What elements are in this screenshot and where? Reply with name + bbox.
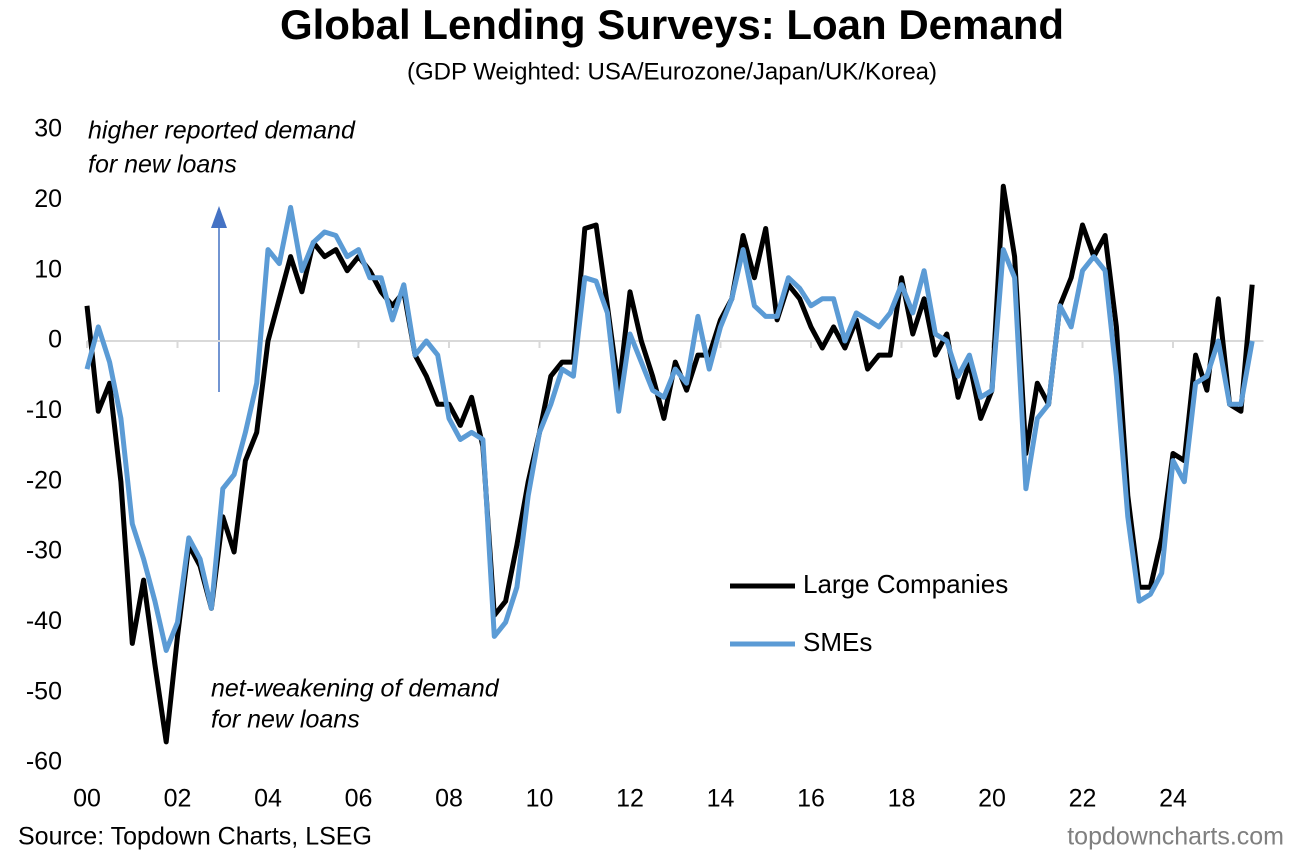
- annotation: for new loans: [211, 706, 360, 734]
- y-tick-label: 0: [48, 326, 62, 354]
- annotation: higher reported demand: [88, 117, 356, 145]
- legend-label: SMEs: [803, 627, 872, 657]
- source: Source: Topdown Charts, LSEG: [18, 823, 372, 851]
- x-tick-label: 16: [797, 785, 825, 813]
- y-tick-label: -10: [26, 396, 62, 424]
- x-tick-label: 20: [978, 785, 1006, 813]
- legend-label: Large Companies: [803, 569, 1008, 599]
- x-tick-label: 00: [73, 785, 101, 813]
- line-series: [84, 204, 1255, 653]
- y-tick-label: 30: [34, 115, 62, 143]
- y-tick-label: -40: [26, 607, 62, 635]
- chart-subtitle: (GDP Weighted: USA/Eurozone/Japan/UK/Kor…: [407, 58, 937, 85]
- y-tick-label: -50: [26, 677, 62, 705]
- x-tick-label: 02: [164, 785, 192, 813]
- x-tick-label: 18: [888, 785, 916, 813]
- x-tick-label: 04: [254, 785, 282, 813]
- x-tick-label: 12: [616, 785, 644, 813]
- x-tick-label: 22: [1069, 785, 1097, 813]
- watermark: topdowncharts.com: [1067, 823, 1284, 851]
- y-tick-label: 10: [34, 255, 62, 283]
- y-tick-label: -60: [26, 748, 62, 776]
- y-tick-label: 20: [34, 185, 62, 213]
- chart-title: Global Lending Surveys: Loan Demand: [280, 1, 1064, 48]
- x-tick-label: 06: [345, 785, 373, 813]
- line-series: [84, 183, 1255, 745]
- y-tick-label: -30: [26, 537, 62, 565]
- y-tick-label: -20: [26, 466, 62, 494]
- annotation: for new loans: [88, 151, 237, 179]
- annotation: net-weakening of demand: [211, 675, 500, 703]
- x-tick-label: 10: [526, 785, 554, 813]
- x-tick-label: 24: [1159, 785, 1187, 813]
- x-tick-label: 14: [707, 785, 735, 813]
- arrow-head: [211, 206, 227, 228]
- x-tick-label: 08: [435, 785, 463, 813]
